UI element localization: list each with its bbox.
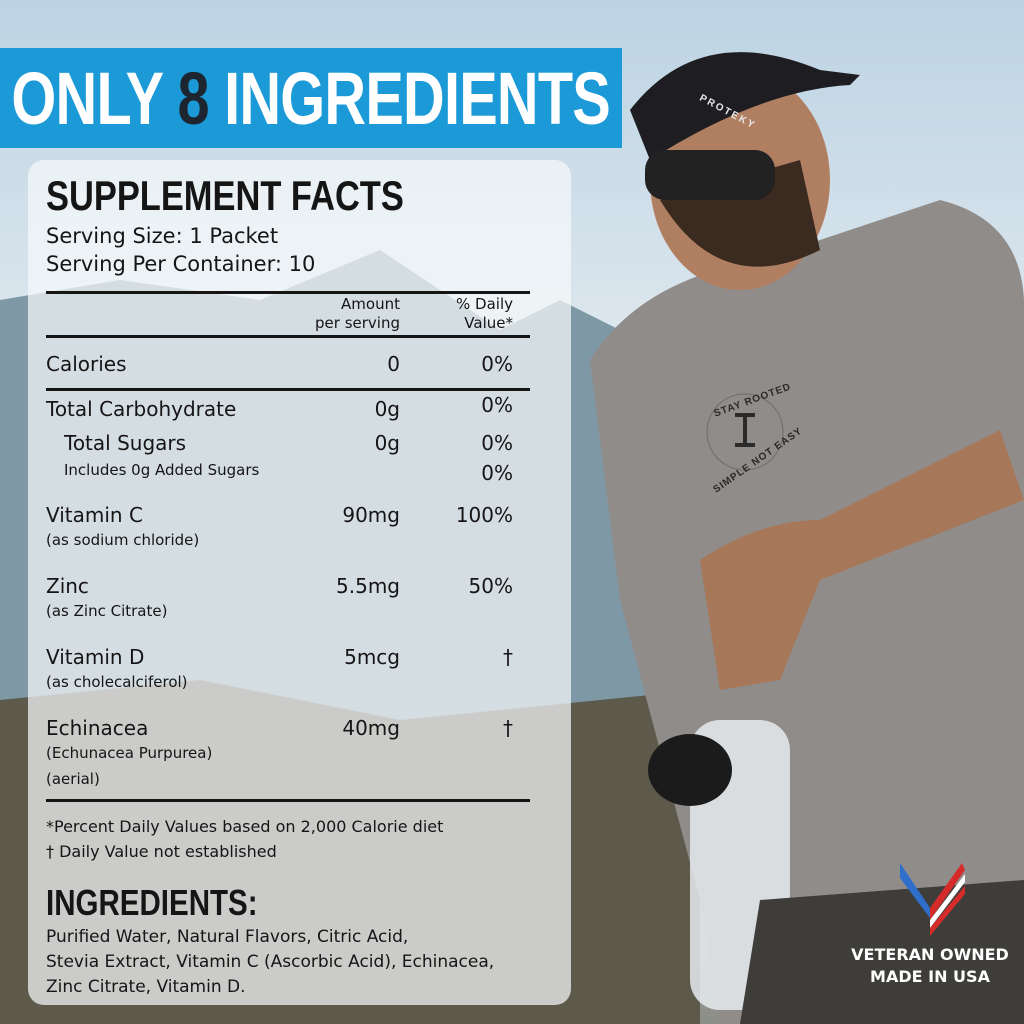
nutrient-name: Zinc: [46, 574, 89, 598]
badge-line2: MADE IN USA: [870, 967, 990, 986]
nutrient-name: Calories: [46, 352, 127, 376]
nutrient-source: (Echunacea Purpurea): [46, 744, 213, 762]
servings-per-container: Serving Per Container: 10: [46, 252, 316, 276]
nutrient-dv: 50%: [468, 574, 513, 598]
divider: [46, 388, 530, 391]
veteran-owned-badge: VETERAN OWNED MADE IN USA: [840, 858, 1020, 988]
nutrient-dv: †: [503, 645, 513, 669]
nutrient-name: Includes 0g Added Sugars: [64, 461, 260, 479]
nutrient-name: Total Carbohydrate: [46, 397, 237, 421]
man-figure: [590, 52, 1024, 1024]
nutrient-dv: 0%: [481, 393, 513, 417]
badge-line1: VETERAN OWNED: [851, 945, 1009, 964]
american-flag-chevron-icon: [900, 863, 965, 936]
nutrient-source: (aerial): [46, 770, 100, 788]
nutrient-dv: 100%: [455, 503, 513, 527]
nutrient-amount: 5mcg: [344, 645, 400, 669]
headline-banner: ONLY 8 INGREDIENTS: [0, 48, 622, 148]
nutrient-source: (as sodium chloride): [46, 531, 200, 549]
facts-title: SUPPLEMENT FACTS: [46, 172, 404, 219]
footnote-dv: *Percent Daily Values based on 2,000 Cal…: [46, 817, 444, 836]
nutrient-amount: 0g: [374, 397, 400, 421]
nutrient-amount: 90mg: [342, 503, 400, 527]
divider: [46, 291, 530, 294]
nutrient-amount: 0g: [374, 431, 400, 455]
footnote-dagger: † Daily Value not established: [46, 842, 277, 861]
col-amount-header: Amount per serving: [315, 295, 400, 332]
nutrient-dv: 0%: [481, 461, 513, 485]
divider: [46, 799, 530, 802]
nutrient-name: Echinacea: [46, 716, 149, 740]
nutrient-amount: 0: [387, 352, 400, 376]
nutrient-amount: 5.5mg: [336, 574, 400, 598]
ingredients-title: INGREDIENTS:: [46, 882, 258, 923]
nutrient-dv: 0%: [481, 431, 513, 455]
nutrient-source: (as cholecalciferol): [46, 673, 188, 691]
nutrient-name: Vitamin C: [46, 503, 143, 527]
serving-size: Serving Size: 1 Packet: [46, 224, 279, 248]
nutrient-name: Total Sugars: [64, 431, 187, 455]
nutrient-dv: †: [503, 716, 513, 740]
nutrient-dv: 0%: [481, 352, 513, 376]
nutrient-name: Vitamin D: [46, 645, 145, 669]
col-dv-header: % Daily Value*: [456, 295, 513, 332]
headline: ONLY 8 INGREDIENTS: [11, 56, 611, 140]
nutrient-amount: 40mg: [342, 716, 400, 740]
ingredients-list: Purified Water, Natural Flavors, Citric …: [46, 927, 495, 997]
divider: [46, 335, 530, 338]
nutrient-source: (as Zinc Citrate): [46, 602, 168, 620]
supplement-facts-panel: [28, 160, 571, 1005]
